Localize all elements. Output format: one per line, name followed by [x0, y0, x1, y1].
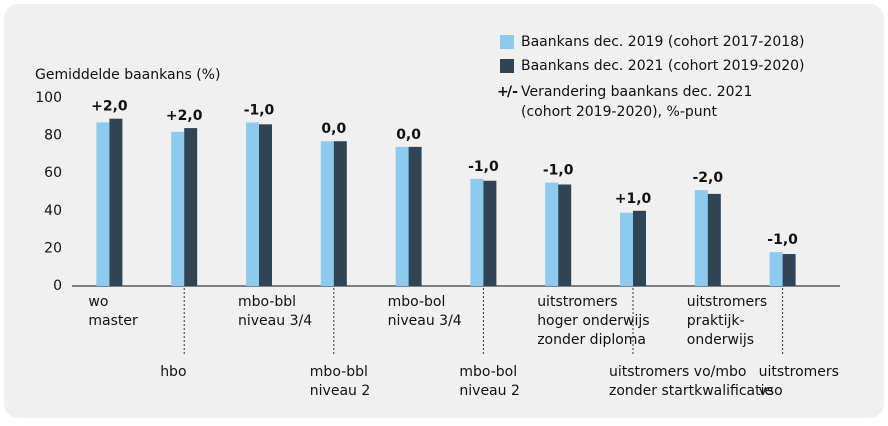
- x-tick-label: uitstromers: [687, 294, 767, 310]
- x-tick-label: mbo-bol: [459, 364, 517, 380]
- x-tick-label: niveau 3/4: [238, 313, 312, 329]
- bar: [470, 178, 484, 286]
- x-tick-label: hbo: [160, 364, 186, 380]
- change-label: +2,0: [91, 99, 128, 115]
- bar: [184, 128, 198, 286]
- legend-symbol: +: [497, 84, 509, 100]
- x-tick-label: zonder startkwalificatie: [609, 383, 773, 399]
- y-tick-label: 80: [44, 128, 62, 144]
- bar: [483, 180, 497, 286]
- x-tick-label: onderwijs: [687, 332, 754, 348]
- legend-label: Baankans dec. 2021 (cohort 2019-2020): [521, 58, 805, 74]
- change-label: -1,0: [468, 159, 499, 175]
- x-tick-label: hoger onderwijs: [537, 313, 649, 329]
- legend-label: Verandering baankans dec. 2021: [521, 84, 752, 100]
- bar: [707, 193, 721, 286]
- y-tick-label: 20: [44, 240, 62, 256]
- y-axis-label: Gemiddelde baankans (%): [35, 67, 220, 83]
- bar: [333, 141, 347, 286]
- bar: [320, 141, 334, 286]
- change-label: -2,0: [692, 170, 723, 186]
- x-tick-label: zonder diploma: [537, 332, 646, 348]
- change-label: -1,0: [244, 102, 275, 118]
- bar: [171, 131, 185, 286]
- x-tick-label: niveau 2: [310, 383, 370, 399]
- bar: [246, 122, 259, 286]
- legend-label: (cohort 2019-2020), %-punt: [521, 104, 718, 120]
- x-tick-label: niveau 3/4: [388, 313, 462, 329]
- bar: [96, 122, 110, 286]
- bar: [259, 124, 272, 286]
- change-label: +1,0: [615, 191, 652, 207]
- y-tick-label: 60: [44, 165, 62, 181]
- change-label: 0,0: [321, 121, 346, 137]
- background: [4, 4, 884, 418]
- change-label: -1,0: [767, 232, 798, 248]
- x-tick-label: uitstromers: [759, 364, 839, 380]
- x-tick-label: wo: [88, 294, 108, 310]
- x-tick-label: mbo-bol: [388, 294, 446, 310]
- bar: [109, 118, 123, 287]
- legend-symbol: /-: [507, 84, 518, 100]
- x-tick-label: mbo-bbl: [238, 294, 296, 310]
- bar: [395, 146, 409, 286]
- change-label: -1,0: [543, 163, 574, 179]
- bar: [633, 210, 646, 286]
- x-tick-label: vso: [759, 383, 783, 399]
- bar: [782, 254, 796, 286]
- x-tick-label: niveau 2: [459, 383, 519, 399]
- change-label: +2,0: [166, 108, 203, 124]
- x-tick-label: mbo-bbl: [310, 364, 368, 380]
- bar: [545, 182, 559, 286]
- legend-swatch: [500, 35, 514, 49]
- legend-swatch: [500, 59, 514, 73]
- x-tick-label: uitstromers: [537, 294, 617, 310]
- y-tick-label: 100: [35, 90, 62, 106]
- bar: [769, 252, 783, 286]
- x-tick-label: master: [88, 313, 138, 329]
- change-label: 0,0: [396, 127, 421, 143]
- legend-label: Baankans dec. 2019 (cohort 2017-2018): [521, 34, 805, 50]
- bar: [558, 184, 572, 286]
- bar: [620, 212, 633, 286]
- x-tick-label: praktijk-: [687, 313, 745, 329]
- bar: [408, 146, 422, 286]
- y-tick-label: 40: [44, 203, 62, 219]
- x-tick-label: uitstromers vo/mbo: [609, 364, 746, 380]
- bar: [694, 190, 708, 286]
- y-tick-label: 0: [53, 278, 62, 294]
